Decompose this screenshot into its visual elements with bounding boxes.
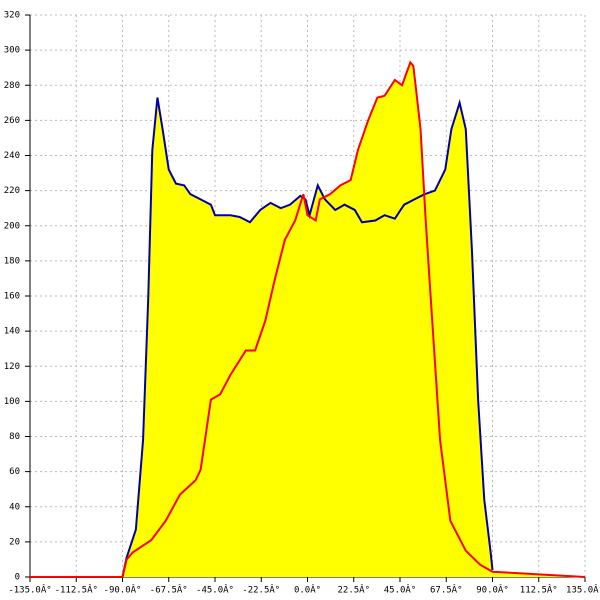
x-tick-label: 22.5Â° [337,584,370,596]
y-tick-label: 20 [9,537,20,547]
x-tick-label: -45.0Â° [196,584,234,596]
x-tick-label: 112.5Â° [520,584,558,596]
y-tick-label: 120 [4,362,20,372]
x-tick-label: -112.5Â° [55,584,98,596]
line [121,97,494,578]
y-tick-label: 180 [4,256,20,266]
x-tick-label: -22.5Â° [242,584,280,596]
y-tick-label: 300 [4,46,20,56]
x-tick-label: 67.5Â° [430,584,463,596]
y-tick-label: 220 [4,186,20,196]
y-tick-label: 160 [4,292,20,302]
y-tick-label: 140 [4,327,20,337]
y-tick-label: 40 [9,502,20,512]
x-tick-label: -90.0Â° [104,584,142,596]
area-fill [30,62,585,577]
y-tick-label: 60 [9,467,20,477]
y-tick-label: 100 [4,397,20,407]
y-tick-label: 260 [4,116,20,126]
line [30,60,586,578]
y-tick-label: 320 [4,11,20,21]
x-tick-label: 90.0Â° [476,584,509,596]
x-tick-label: 135.0Â° [566,584,600,596]
y-tick-label: 0 [15,573,20,583]
y-tick-label: 200 [4,221,20,231]
y-tick-label: 280 [4,81,20,91]
y-tick-label: 240 [4,151,20,161]
x-tick-label: 0.0Â° [294,584,321,596]
y-tick-label: 80 [9,432,20,442]
x-tick-label: -135.0Â° [8,584,51,596]
x-tick-label: 45.0Â° [384,584,417,596]
x-tick-label: -67.5Â° [150,584,188,596]
